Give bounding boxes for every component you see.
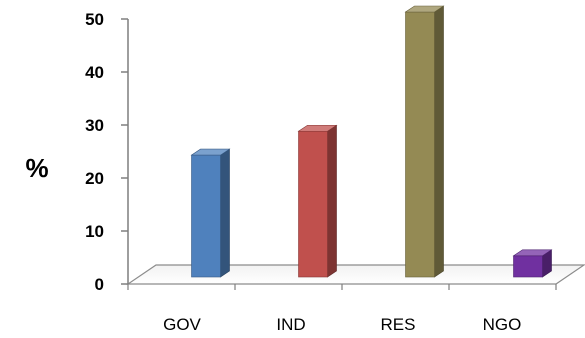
bar-front-face [299, 131, 328, 277]
bar-ind [299, 125, 337, 277]
category-labels: GOV IND RES NGO [163, 315, 521, 334]
x-category-label: NGO [483, 315, 522, 334]
y-tick-label: 10 [85, 222, 104, 241]
y-tick-label: 50 [85, 10, 104, 29]
bar-res [406, 6, 444, 277]
bar-side-face [328, 125, 337, 277]
y-axis-ticks: 0 10 20 30 40 50 [85, 10, 128, 294]
y-tick-label: 0 [95, 275, 104, 294]
bar-front-face [406, 12, 435, 277]
bars [192, 6, 552, 277]
bar-front-face [514, 256, 543, 277]
x-category-label: IND [276, 315, 305, 334]
y-tick-label: 30 [85, 116, 104, 135]
bar-front-face [192, 155, 221, 277]
bar-side-face [435, 6, 444, 277]
y-tick-label: 40 [85, 63, 104, 82]
x-category-label: RES [381, 315, 416, 334]
y-tick-label: 20 [85, 169, 104, 188]
bar-ngo [514, 250, 552, 277]
bar-side-face [221, 149, 230, 277]
x-category-label: GOV [163, 315, 201, 334]
bar-gov [192, 149, 230, 277]
y-axis-label: % [25, 153, 48, 183]
x-axis-ticks [128, 284, 556, 290]
